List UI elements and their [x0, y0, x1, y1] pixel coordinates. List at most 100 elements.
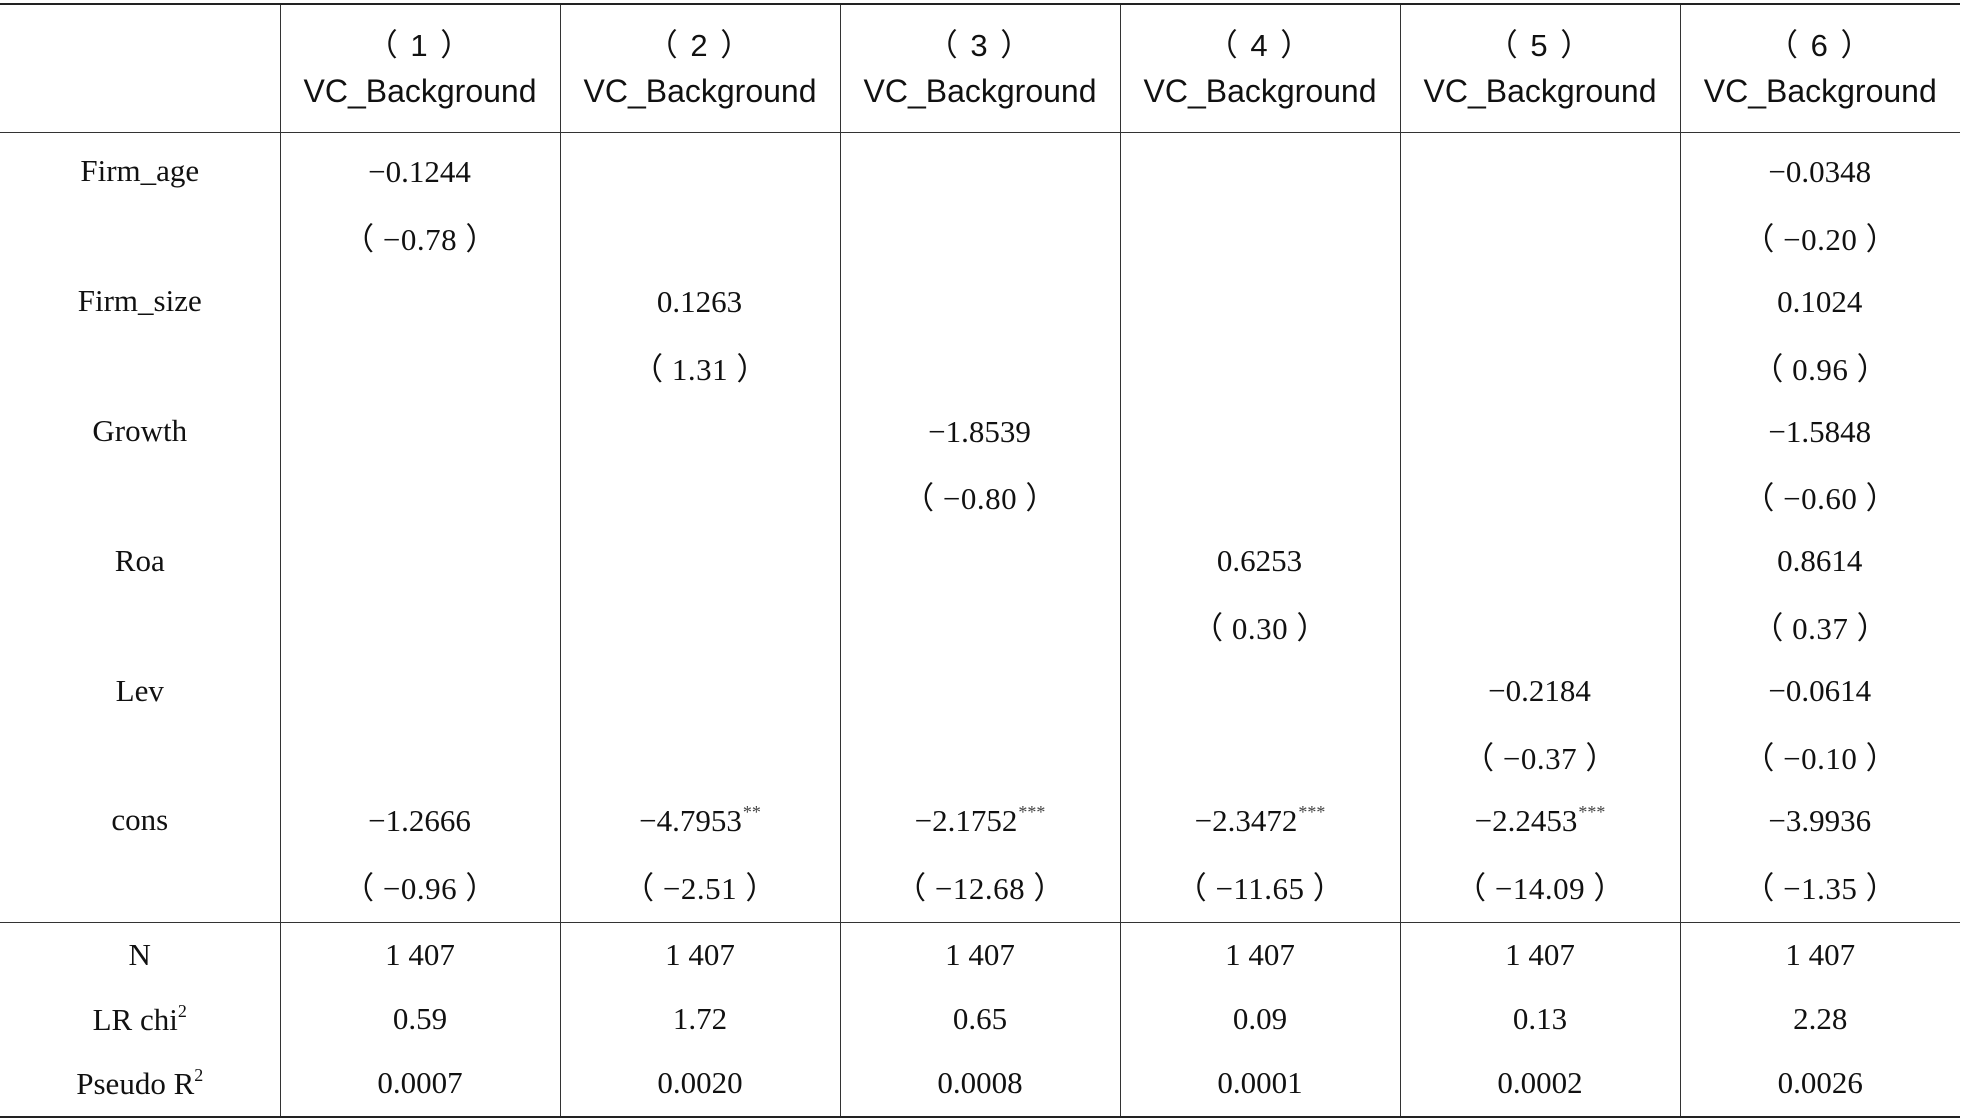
significance-stars: ** [742, 801, 761, 822]
t-statistic-cell [1399, 593, 1680, 659]
coefficient-cell [1119, 268, 1400, 334]
t-statistic-value: （ −0.60 ） [1743, 481, 1898, 517]
model-number: （ 2 ） [646, 27, 754, 63]
coefficient-value: 0.8614 [1777, 543, 1863, 579]
dependent-variable-label: VC_Background [1143, 72, 1377, 109]
t-statistic-cell: （ −14.09 ） [1399, 852, 1680, 923]
t-statistic-value: （ 1.31 ） [632, 351, 768, 387]
statistic-value: 0.09 [1232, 1001, 1288, 1037]
t-statistic-value: （ −0.78 ） [343, 221, 497, 257]
coefficient-row: Firm_size 0.1263 0.1024 [0, 268, 1960, 334]
coefficient-cell [1119, 658, 1400, 724]
table-header: （ 1 ） VC_Background （ 2 ） VC_Background （ 3 … [0, 3, 1960, 133]
coefficient-cell [1399, 528, 1680, 594]
statistic-label-superscript: 2 [177, 1000, 187, 1021]
header-row: （ 1 ） VC_Background （ 2 ） VC_Background （ 3 … [0, 3, 1960, 133]
coefficient-row: Roa 0.6253 0.8614 [0, 528, 1960, 594]
t-statistic-cell: （ 1.31 ） [559, 333, 840, 399]
coefficient-cell [279, 268, 560, 334]
statistic-value-cell: 0.0026 [1679, 1051, 1960, 1118]
statistic-value-cell: 0.0008 [839, 1051, 1120, 1118]
coefficient-cell [1119, 398, 1400, 464]
significance-stars: *** [1298, 801, 1326, 822]
coefficient-cell [839, 658, 1120, 724]
coefficient-value: −4.7953 [639, 802, 742, 838]
statistic-value: 1 407 [945, 936, 1015, 972]
coefficient-value: −3.9936 [1768, 802, 1872, 838]
statistic-value: 0.0026 [1777, 1065, 1863, 1101]
t-statistic-cell: （ −0.96 ） [279, 852, 560, 923]
statistic-label-cell: LR chi2 [0, 987, 280, 1051]
t-statistic-cell [1399, 333, 1680, 399]
t-statistic-cell: （ −2.51 ） [559, 852, 840, 923]
coefficient-cell [559, 132, 840, 204]
model-header-cell: （ 1 ） VC_Background [279, 3, 560, 133]
model-header-cell: （ 6 ） VC_Background [1679, 3, 1960, 133]
coefficient-value: 0.6253 [1216, 543, 1303, 579]
model-number: （ 6 ） [1767, 27, 1874, 63]
statistic-value-cell: 1 407 [559, 921, 840, 987]
t-statistic-cell [1399, 463, 1680, 529]
statistic-row: N 1 407 1 407 1 407 1 407 1 407 1 407 [0, 921, 1960, 987]
t-statistic-cell: （ −0.80 ） [839, 463, 1120, 529]
variable-name-cell: cons [0, 788, 280, 853]
variable-name: Firm_size [77, 283, 202, 319]
coefficient-cell: −2.2453*** [1399, 787, 1680, 853]
statistic-value-cell: 1.72 [559, 986, 840, 1052]
model-number: （ 5 ） [1486, 27, 1594, 63]
t-statistic-value: （ −0.96 ） [343, 870, 497, 906]
t-statistic-cell: （ −0.60 ） [1679, 463, 1960, 529]
coefficient-cell: 0.8614 [1679, 528, 1960, 594]
coefficient-value: −1.8539 [928, 413, 1031, 449]
coefficient-cell [279, 398, 560, 464]
statistic-row: Pseudo R2 0.0007 0.0020 0.0008 0.0001 0.0002 0… [0, 1051, 1960, 1118]
coefficient-value: −2.3472 [1194, 802, 1298, 838]
statistic-label: Pseudo R [76, 1065, 195, 1101]
coefficient-value: −0.0348 [1768, 153, 1872, 189]
t-statistic-value: （ −0.80 ） [903, 481, 1057, 517]
coefficient-value: −0.0614 [1768, 673, 1872, 709]
coefficient-cell [559, 658, 840, 724]
t-statistic-cell: （ −0.20 ） [1679, 203, 1960, 269]
t-statistic-cell [559, 463, 840, 529]
variable-name-cell: Firm_age [0, 133, 280, 204]
coefficient-cell: −0.1244 [279, 132, 560, 204]
coefficient-cell [279, 528, 560, 594]
t-statistic-cell: （ −12.68 ） [839, 852, 1120, 923]
t-statistic-value: （ −12.68 ） [895, 870, 1065, 906]
t-statistic-row: （ −0.80 ） （ −0.60 ） [0, 463, 1960, 529]
statistic-value-cell: 1 407 [1679, 921, 1960, 987]
coefficient-row: cons −1.2666 −4.7953** −2.1752*** −2.3472***… [0, 787, 1960, 853]
variable-name-cell: Growth [0, 399, 280, 464]
coefficient-cell [559, 528, 840, 594]
coefficient-cell: 0.1263 [559, 268, 840, 334]
t-statistic-cell [279, 723, 560, 788]
coefficient-cell: −1.2666 [279, 787, 560, 853]
statistic-value-cell: 2.28 [1679, 986, 1960, 1052]
statistic-value-cell: 1 407 [279, 921, 560, 987]
model-number: （ 1 ） [366, 27, 474, 63]
coefficient-cell: −2.3472*** [1119, 787, 1400, 853]
statistic-value: 0.0007 [377, 1065, 463, 1101]
significance-stars: *** [1578, 801, 1606, 822]
coefficient-row: Growth −1.8539 −1.5848 [0, 398, 1960, 464]
variable-name: Firm_age [80, 153, 200, 189]
t-statistic-cell [1119, 333, 1400, 399]
statistic-label: LR chi [92, 1001, 178, 1037]
t-statistic-cell: （ −1.35 ） [1679, 852, 1960, 923]
coefficient-cell [1399, 398, 1680, 464]
t-statistic-value: （ −14.09 ） [1455, 870, 1625, 906]
statistic-value: 1 407 [1785, 936, 1856, 972]
coefficient-value: −1.5848 [1768, 413, 1872, 449]
t-statistic-value: （ −0.37 ） [1463, 740, 1617, 776]
statistic-value: 0.65 [952, 1001, 1008, 1037]
statistic-label-cell: N [0, 921, 280, 987]
t-statistic-value: （ −1.35 ） [1743, 870, 1898, 906]
statistic-value: 0.0001 [1217, 1065, 1303, 1101]
variable-name-cell: Roa [0, 528, 280, 593]
statistic-value-cell: 0.0001 [1119, 1051, 1400, 1118]
statistic-value-cell: 0.0002 [1399, 1051, 1680, 1118]
t-statistic-row: （ 0.30 ） （ 0.37 ） [0, 593, 1960, 659]
t-statistic-cell [1399, 203, 1680, 269]
coefficient-row: Firm_age −0.1244 −0.0348 [0, 132, 1960, 204]
